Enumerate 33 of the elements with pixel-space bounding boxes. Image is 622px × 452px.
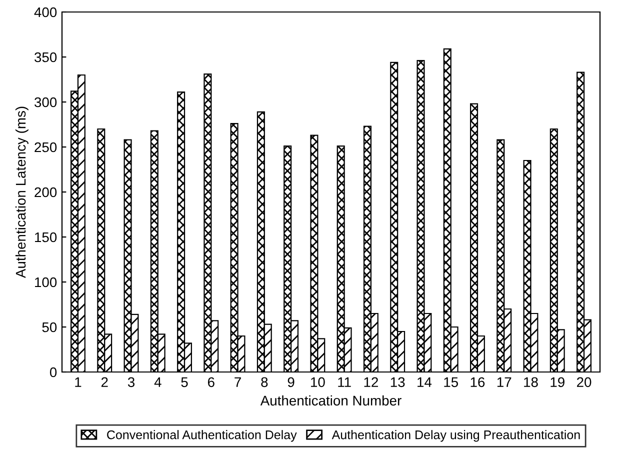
x-axis-title: Authentication Number — [260, 395, 402, 406]
x-tick-label: 11 — [338, 377, 351, 387]
x-tick-label: 5 — [181, 377, 188, 388]
y-tick-label: 400 — [34, 7, 57, 18]
x-tick-label: 13 — [390, 377, 405, 388]
x-tick-label: 4 — [154, 377, 162, 387]
x-tick-label: 17 — [497, 377, 512, 387]
y-tick-label: 100 — [35, 277, 57, 288]
y-tick-label: 150 — [35, 232, 57, 242]
y-tick-label: 0 — [50, 367, 57, 378]
x-tick-label: 9 — [288, 377, 294, 388]
y-tick-label: 50 — [42, 322, 57, 332]
y-tick-label: 350 — [34, 52, 57, 62]
y-tick-label: 250 — [34, 142, 57, 152]
y-tick-label: 200 — [34, 187, 57, 198]
x-tick-label: 18 — [524, 377, 538, 388]
x-tick-label: 1 — [75, 377, 82, 387]
x-tick-label: 8 — [261, 377, 268, 388]
legend-label: Authentication Delay using Preauthentication — [332, 430, 580, 442]
x-tick-label: 15 — [444, 377, 458, 388]
y-axis-title: Authentication Latency (ms) — [15, 106, 28, 278]
x-tick-label: 19 — [550, 377, 564, 388]
legend-label: Conventional Authentication Delay — [107, 430, 297, 442]
x-tick-label: 14 — [418, 377, 432, 387]
x-tick-label: 7 — [234, 377, 241, 387]
x-tick-label: 16 — [470, 377, 485, 388]
x-tick-label: 12 — [364, 377, 378, 387]
x-tick-label: 6 — [208, 377, 214, 388]
x-tick-label: 20 — [576, 377, 592, 388]
x-tick-label: 2 — [101, 377, 108, 387]
y-tick-label: 300 — [34, 97, 57, 108]
x-tick-label: 3 — [128, 377, 134, 388]
x-tick-label: 10 — [311, 377, 325, 388]
